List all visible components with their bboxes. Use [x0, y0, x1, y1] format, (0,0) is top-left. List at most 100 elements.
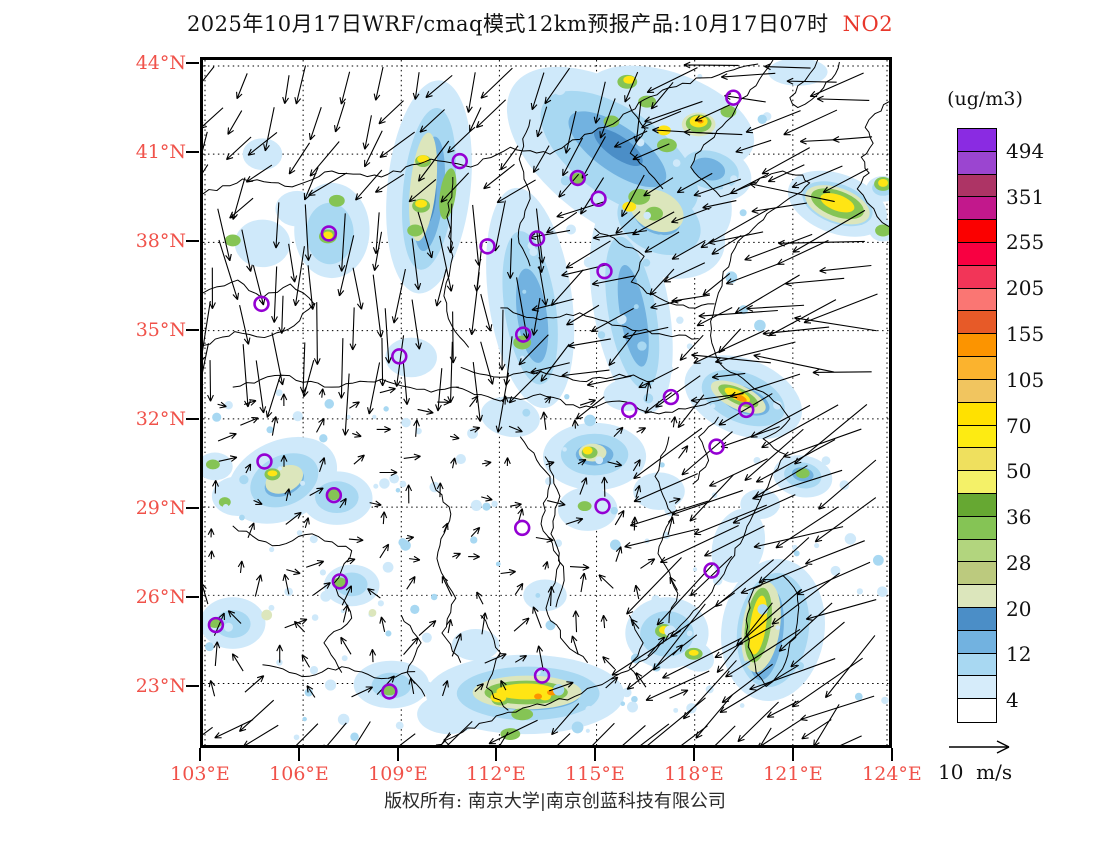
colorbar-segment: [958, 540, 996, 562]
lon-tick-label: 106°E: [269, 763, 329, 785]
lat-tick-mark: [186, 62, 199, 64]
colorbar-unit-label: (ug/m3): [947, 88, 1023, 110]
lat-tick-label: 38°N: [135, 230, 186, 252]
colorbar-tick-label: 494: [1006, 138, 1045, 163]
city-marker: [594, 497, 611, 515]
lon-tick-mark: [298, 748, 300, 761]
colorbar-segment: [958, 654, 996, 676]
city-marker: [320, 225, 338, 242]
colorbar-tick-label: 28: [1006, 550, 1032, 575]
wind-arrows: [203, 61, 878, 745]
colorbar-tick-label: 351: [1006, 184, 1045, 209]
lon-tick-label: 115°E: [565, 763, 625, 785]
lon-tick-mark: [199, 748, 201, 761]
lon-tick-label: 103°E: [170, 763, 230, 785]
lat-tick-label: 32°N: [135, 408, 186, 430]
colorbar-tick-label: 50: [1006, 459, 1032, 484]
lat-tick-mark: [186, 151, 199, 153]
lat-tick-label: 26°N: [135, 586, 186, 608]
lat-tick-mark: [186, 329, 199, 331]
colorbar-segment: [958, 585, 996, 608]
colorbar-segment: [958, 699, 996, 722]
colorbar-segment: [958, 289, 996, 311]
lat-tick-label: 35°N: [135, 319, 186, 341]
lat-tick-label: 44°N: [135, 52, 186, 74]
city-marker: [381, 683, 398, 700]
lon-tick-label: 118°E: [664, 763, 724, 785]
lon-tick-mark: [495, 748, 497, 761]
city-marker: [513, 519, 531, 537]
speckles: [205, 68, 889, 742]
forecast-map: [200, 57, 892, 748]
colorbar-tick-label: 12: [1006, 642, 1032, 667]
colorbar-segment: [958, 129, 996, 152]
colorbar-tick-label: 255: [1006, 230, 1045, 255]
city-marker: [514, 326, 532, 343]
city-marker: [451, 152, 468, 170]
colorbar-tick-label: 36: [1006, 505, 1032, 530]
lat-tick-mark: [186, 507, 199, 509]
colorbar-segment: [958, 334, 996, 357]
lat-tick-mark: [186, 418, 199, 420]
city-marker: [662, 388, 680, 406]
lat-tick-mark: [186, 240, 199, 242]
city-marker: [479, 238, 496, 255]
colorbar-segment: [958, 243, 996, 266]
colorbar-segment: [958, 471, 996, 494]
map-canvas: [203, 60, 889, 745]
colorbar-segment: [958, 175, 996, 197]
lon-tick-mark: [693, 748, 695, 761]
lon-tick-mark: [792, 748, 794, 761]
lon-tick-label: 121°E: [763, 763, 823, 785]
colorbar-segment: [958, 357, 996, 380]
city-marker: [703, 562, 720, 579]
lat-tick-label: 41°N: [135, 141, 186, 163]
city-marker: [569, 169, 586, 187]
lat-tick-mark: [186, 685, 199, 687]
lat-tick-label: 23°N: [135, 675, 186, 697]
colorbar: [957, 128, 997, 723]
city-marker: [325, 486, 343, 504]
city-marker: [528, 230, 546, 247]
lon-tick-mark: [397, 748, 399, 761]
colorbar-segment: [958, 494, 996, 517]
colorbar-segment: [958, 448, 996, 471]
city-marker: [391, 348, 408, 365]
city-marker: [596, 262, 613, 280]
copyright-text: 版权所有: 南京大学|南京创蓝科技有限公司: [384, 791, 726, 812]
lon-tick-mark: [891, 748, 893, 761]
city-marker: [738, 401, 755, 419]
lon-tick-label: 109°E: [368, 763, 428, 785]
city-marker: [621, 401, 638, 419]
colorbar-segment: [958, 403, 996, 426]
title-pollutant: NO2: [842, 12, 894, 36]
lon-tick-label: 124°E: [862, 763, 922, 785]
city-marker: [256, 453, 273, 470]
lat-tick-mark: [186, 596, 199, 598]
colorbar-tick-label: 20: [1006, 596, 1032, 621]
colorbar-tick-label: 105: [1006, 367, 1045, 392]
colorbar-tick-label: 4: [1006, 688, 1019, 713]
city-marker: [590, 190, 607, 208]
lon-tick-label: 112°E: [466, 763, 526, 785]
wind-reference-arrow: [949, 740, 1010, 754]
colorbar-segment: [958, 197, 996, 220]
colorbar-segment: [958, 426, 996, 448]
colorbar-segment: [958, 562, 996, 585]
wind-reference-label: 10 m/s: [938, 760, 1013, 784]
city-marker: [331, 573, 349, 590]
colorbar-segment: [958, 311, 996, 334]
colorbar-segment: [958, 608, 996, 631]
city-marker: [725, 89, 742, 106]
title-main: 2025年10月17日WRF/cmaq模式12km预报产品:10月17日07时: [186, 12, 829, 36]
colorbar-tick-label: 205: [1006, 276, 1045, 301]
colorbar-segment: [958, 676, 996, 699]
colorbar-segment: [958, 517, 996, 540]
colorbar-segment: [958, 152, 996, 175]
colorbar-tick-label: 155: [1006, 321, 1045, 346]
colorbar-segment: [958, 266, 996, 289]
colorbar-segment: [958, 631, 996, 654]
lat-tick-label: 29°N: [135, 497, 186, 519]
colorbar-segment: [958, 380, 996, 403]
lon-tick-mark: [594, 748, 596, 761]
